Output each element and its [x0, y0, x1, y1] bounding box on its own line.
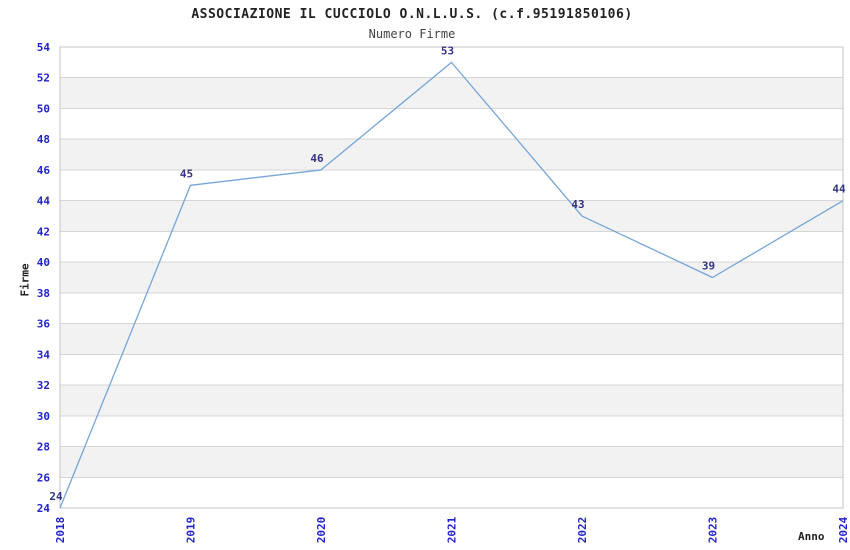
x-tick-label: 2018 — [54, 517, 67, 544]
y-tick-label: 46 — [37, 164, 51, 177]
y-tick-label: 24 — [37, 502, 51, 515]
x-tick-label: 2020 — [315, 517, 328, 544]
y-tick-label: 28 — [37, 441, 50, 454]
value-label: 44 — [832, 183, 846, 196]
y-tick-label: 50 — [37, 102, 50, 115]
y-tick-label: 36 — [37, 318, 51, 331]
data-line — [59, 61, 844, 509]
y-tick-label: 32 — [37, 379, 50, 392]
x-tick-label: 2024 — [837, 516, 850, 543]
y-tick-label: 48 — [37, 133, 50, 146]
y-tick-label: 38 — [37, 287, 50, 300]
x-axis-title: Anno — [798, 530, 825, 543]
y-tick-label: 26 — [37, 471, 51, 484]
chart-subtitle: Numero Firme — [368, 27, 456, 41]
grid-band — [60, 385, 843, 416]
x-tick-label: 2019 — [185, 517, 198, 544]
x-tick-label: 2021 — [446, 516, 459, 543]
y-tick-label: 40 — [37, 256, 50, 269]
value-label: 39 — [702, 260, 715, 273]
value-label: 46 — [310, 152, 324, 165]
grid-band — [60, 446, 843, 478]
chart-title: ASSOCIAZIONE IL CUCCIOLO O.N.L.U.S. (c.f… — [191, 7, 633, 22]
x-tick-label: 2022 — [576, 517, 589, 544]
y-tick-label: 34 — [37, 348, 51, 361]
grid-band — [60, 231, 843, 263]
value-label: 53 — [441, 44, 454, 57]
y-tick-label: 52 — [37, 72, 50, 85]
grid-band — [60, 77, 843, 109]
value-label: 43 — [571, 198, 584, 211]
grid-band — [60, 139, 843, 170]
value-label: 45 — [180, 167, 193, 180]
grid-band — [60, 169, 843, 201]
value-label: 24 — [49, 490, 63, 503]
grid-band — [60, 323, 843, 355]
y-tick-label: 42 — [37, 225, 50, 238]
grid-band — [60, 477, 843, 508]
y-tick-label: 54 — [37, 41, 51, 54]
plot-border — [59, 46, 844, 509]
y-tick-label: 30 — [37, 410, 50, 423]
grid-band — [60, 415, 843, 447]
grid-band — [60, 108, 843, 140]
grid-band — [60, 292, 843, 324]
y-tick-label: 44 — [37, 195, 51, 208]
grid-band — [60, 200, 843, 232]
grid-band — [60, 262, 843, 293]
x-tick-label: 2023 — [707, 517, 720, 544]
grid-band — [60, 354, 843, 386]
